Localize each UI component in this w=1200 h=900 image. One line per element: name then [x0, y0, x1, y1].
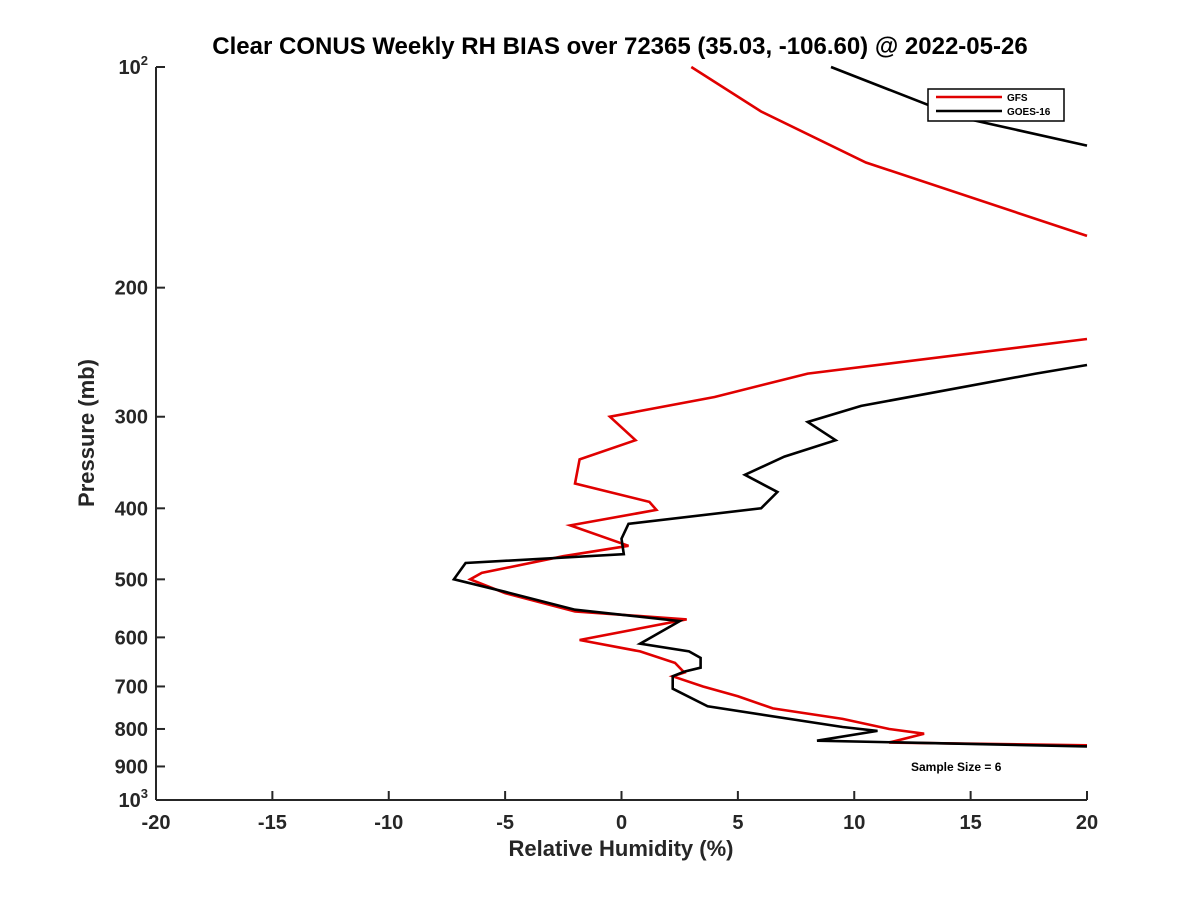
x-tick-label: 5: [732, 812, 743, 834]
chart-title: Clear CONUS Weekly RH BIAS over 72365 (3…: [212, 33, 1027, 60]
legend-label-goes16: GOES-16: [1007, 107, 1051, 118]
legend-label-gfs: GFS: [1007, 93, 1028, 104]
plot-area: -20 -15 -10 -5 0 5 10 15 20 102 200 300 400 500 600 70…: [115, 53, 1099, 834]
y-tick-label: 200: [115, 278, 148, 300]
y-axis-ticks: 102 200 300 400 500 600 700 800 900 103: [115, 53, 165, 812]
y-tick-label: 900: [115, 756, 148, 778]
x-tick-label: 10: [843, 812, 865, 834]
y-tick-label: 400: [115, 498, 148, 520]
x-tick-label: 0: [616, 812, 627, 834]
x-axis-ticks: -20 -15 -10 -5 0 5 10 15 20: [142, 791, 1098, 834]
x-tick-label: -15: [258, 812, 287, 834]
y-tick-label: 300: [115, 407, 148, 429]
series-line-goes16: [451, 65, 1088, 748]
legend: GFS GOES-16: [927, 88, 1065, 122]
series-line-gfs: [467, 65, 1088, 747]
x-tick-label: -20: [142, 812, 171, 834]
y-tick-label: 103: [119, 786, 148, 812]
y-tick-label: 800: [115, 719, 148, 741]
y-axis-label: Pressure (mb): [74, 359, 99, 507]
series-layer: [451, 65, 1088, 748]
x-tick-label: -10: [374, 812, 403, 834]
x-tick-label: 20: [1076, 812, 1098, 834]
x-axis-label: Relative Humidity (%): [509, 836, 734, 861]
y-tick-label: 500: [115, 569, 148, 591]
x-tick-label: 15: [960, 812, 982, 834]
legend-box: [927, 88, 1065, 122]
y-tick-label: 600: [115, 627, 148, 649]
x-tick-label: -5: [496, 812, 514, 834]
y-tick-label: 102: [119, 53, 148, 79]
y-tick-label: 700: [115, 676, 148, 698]
sample-size-annotation: Sample Size = 6: [911, 760, 1002, 774]
